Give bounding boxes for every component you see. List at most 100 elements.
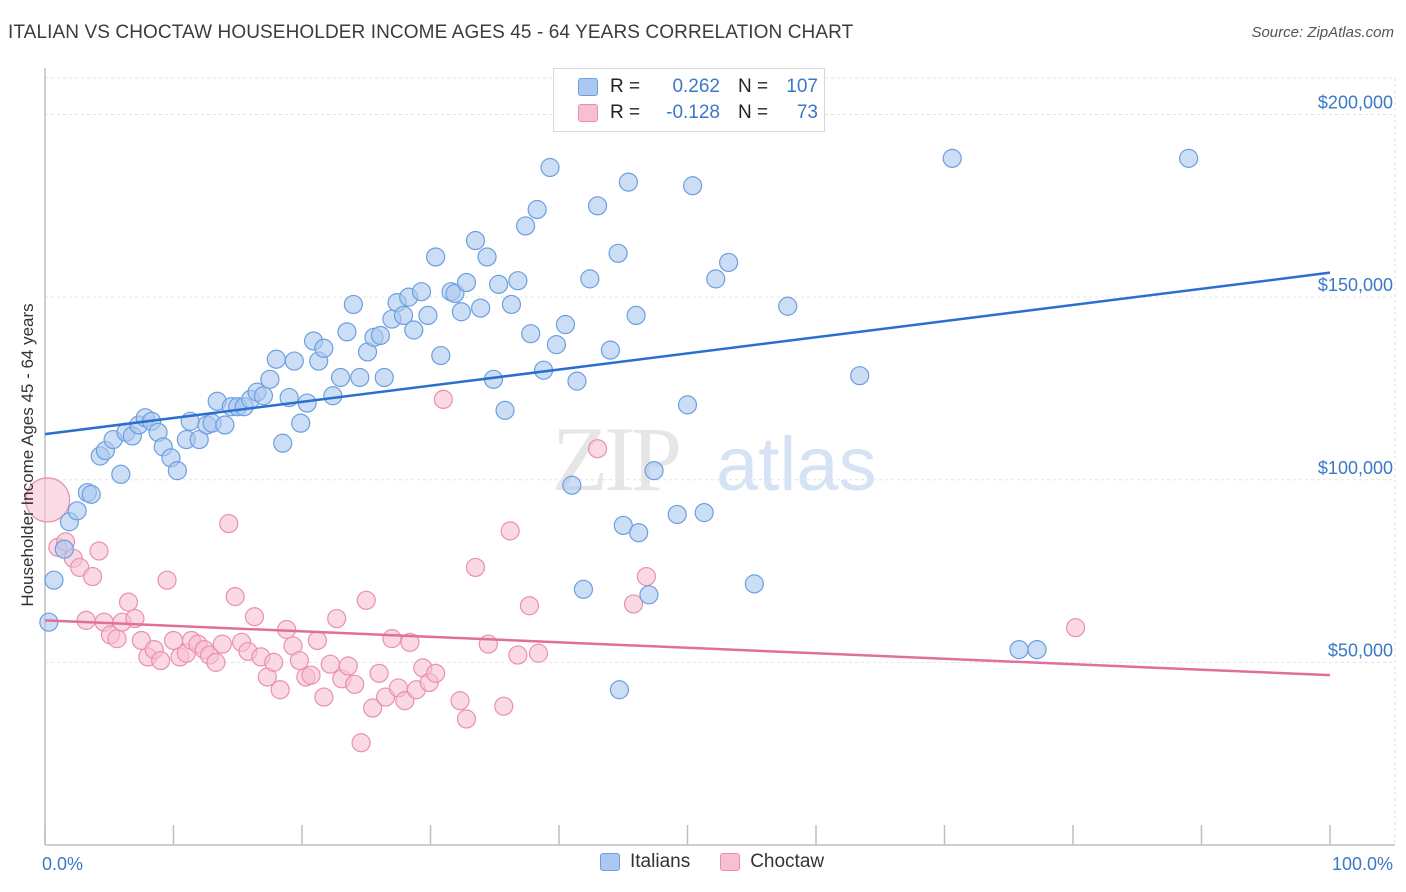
- italians-point: [67, 501, 87, 521]
- italians-point: [284, 351, 304, 371]
- italians-point: [677, 395, 698, 415]
- italians-point: [719, 252, 739, 273]
- y-axis-title: Householder Income Ages 45 - 64 years: [18, 303, 37, 606]
- choctaw-point: [369, 663, 389, 683]
- italians-point: [489, 274, 509, 294]
- italians-point: [546, 335, 567, 355]
- italians-point: [600, 340, 621, 360]
- italians-point: [411, 282, 432, 302]
- italians-point: [527, 199, 547, 220]
- trend-lines: [44, 271, 1331, 677]
- choctaw-point: [636, 566, 656, 587]
- choctaw-point: [382, 629, 402, 649]
- r-label: R =: [610, 102, 641, 123]
- chart-title: ITALIAN VS CHOCTAW HOUSEHOLDER INCOME AG…: [8, 22, 854, 43]
- legend-item-choctaw: Choctaw: [720, 851, 824, 873]
- x-tick-label: 100.0%: [1332, 854, 1393, 874]
- italians-point: [573, 579, 594, 599]
- italians-point: [942, 148, 962, 168]
- choctaw-legend-label: Choctaw: [750, 851, 825, 872]
- italians-point: [111, 464, 131, 484]
- italians-point: [1179, 148, 1199, 168]
- y-tick-label: $50,000: [1328, 640, 1393, 660]
- choctaw-point: [314, 687, 334, 707]
- r-value: -0.128: [666, 102, 720, 123]
- choctaw-point: [89, 541, 109, 561]
- choctaw-point: [519, 596, 540, 616]
- choctaw-point: [225, 587, 245, 607]
- italians-point: [850, 366, 870, 386]
- italians-point: [44, 570, 64, 590]
- italians-point: [501, 294, 522, 315]
- italians-point: [706, 269, 726, 289]
- italians-point: [639, 585, 659, 605]
- n-label: N =: [738, 102, 769, 123]
- italians-point: [540, 157, 560, 178]
- italians-point: [580, 269, 600, 289]
- choctaw-point: [345, 674, 365, 694]
- italians-point: [694, 503, 714, 523]
- italians-swatch: [578, 78, 598, 96]
- choctaw-point: [338, 656, 358, 676]
- italians-point: [330, 367, 351, 388]
- choctaw-point: [289, 650, 310, 671]
- italians-point: [567, 371, 587, 391]
- italians-point: [431, 345, 451, 366]
- italians-point: [418, 305, 438, 326]
- series-legend: Italians Choctaw: [600, 851, 854, 873]
- legend-row-choctaw: R = -0.128 N = 73: [578, 100, 818, 126]
- italians-point: [456, 272, 477, 293]
- choctaw-point: [219, 513, 239, 534]
- n-label: N =: [738, 76, 769, 97]
- italians-point: [337, 322, 357, 342]
- choctaw-point: [494, 696, 514, 716]
- choctaw-point: [307, 630, 328, 651]
- choctaw-point: [508, 645, 528, 665]
- n-value: 107: [786, 76, 818, 97]
- choctaw-point: [82, 566, 103, 587]
- choctaw-points: [24, 389, 1086, 753]
- italians-point: [521, 324, 541, 344]
- italians-point: [54, 539, 74, 559]
- italians-point: [81, 484, 101, 504]
- italians-point: [451, 302, 471, 322]
- italians-point: [370, 325, 390, 346]
- italians-point: [555, 314, 576, 335]
- choctaw-point: [356, 590, 376, 610]
- choctaw-point: [206, 652, 226, 672]
- source-label: Source: ZipAtlas.com: [1251, 24, 1394, 41]
- choctaw-point: [623, 594, 644, 614]
- italians-point: [778, 296, 798, 316]
- choctaw-point: [118, 592, 139, 612]
- choctaw-point: [212, 634, 232, 654]
- y-tick-label: $200,000: [1318, 93, 1393, 113]
- italians-point: [374, 367, 394, 388]
- italians-point: [515, 216, 536, 236]
- choctaw-point: [587, 439, 608, 459]
- choctaw-point: [351, 733, 371, 753]
- choctaw-point: [426, 663, 446, 683]
- y-tick-labels: $50,000 $100,000 $150,000 $200,000: [1318, 93, 1393, 661]
- choctaw-point: [528, 643, 549, 663]
- choctaw-point: [107, 629, 127, 649]
- italians-point: [253, 386, 274, 406]
- choctaw-point: [76, 610, 96, 630]
- italians-point: [644, 461, 664, 481]
- italians-trend-line: [44, 271, 1331, 436]
- axes: [44, 68, 1395, 846]
- italians-point: [291, 413, 311, 433]
- x-tick-labels: 0.0% 100.0%: [42, 854, 1393, 874]
- italians-legend-swatch: [600, 853, 620, 871]
- italians-point: [508, 271, 528, 291]
- italians-point: [1009, 639, 1029, 660]
- italians-point: [273, 433, 293, 453]
- watermark-atlas: atlas: [716, 422, 877, 507]
- choctaw-point: [363, 698, 383, 718]
- italians-point: [477, 247, 497, 267]
- italians-point: [495, 400, 515, 420]
- choctaw-point: [500, 521, 520, 541]
- italians-point: [626, 305, 646, 326]
- choctaw-point: [320, 654, 340, 674]
- italians-point: [167, 461, 187, 481]
